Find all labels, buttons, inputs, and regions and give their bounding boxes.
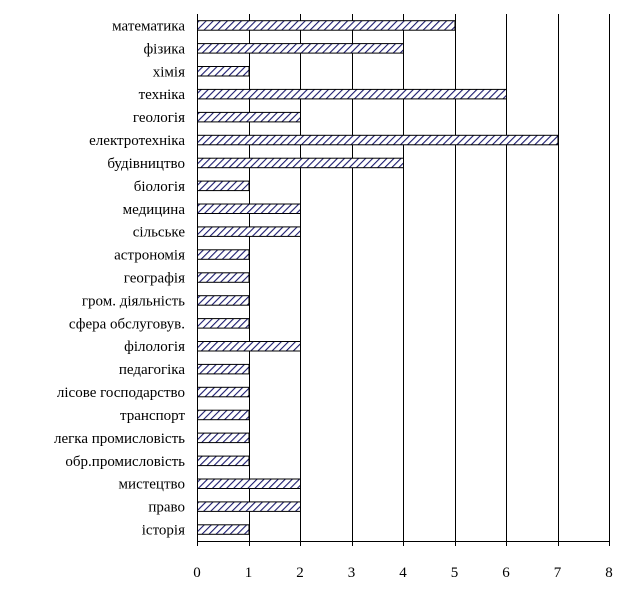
bars (197, 20, 559, 535)
bar-4 (197, 88, 507, 100)
category-label-1: математика (112, 19, 185, 35)
x-tick-label-6: 6 (502, 565, 510, 581)
bar-19 (197, 432, 250, 444)
bar-15 (197, 341, 301, 352)
bar-13 (197, 295, 250, 306)
bar-14 (197, 318, 250, 329)
category-label-18: транспорт (120, 408, 185, 424)
bar-20 (197, 455, 250, 467)
bar-2 (197, 43, 404, 54)
category-label-2: фізика (143, 41, 185, 57)
category-label-19: легка промисловість (54, 431, 185, 447)
category-label-13: гром. діяльність (82, 293, 185, 309)
category-label-15: філологія (124, 339, 185, 355)
bar-5 (197, 111, 301, 123)
category-label-23: історія (142, 523, 185, 539)
bar-1 (197, 20, 456, 31)
bar-10 (197, 226, 301, 237)
x-tick-label-1: 1 (245, 565, 253, 581)
x-tick-label-4: 4 (399, 565, 407, 581)
bar-23 (197, 524, 250, 535)
category-label-14: сфера обслуговув. (69, 316, 185, 332)
x-tick-label-5: 5 (451, 565, 459, 581)
x-tick-labels: 0 1 2 3 4 5 6 7 8 (193, 565, 613, 581)
category-label-16: педагогіка (119, 362, 185, 378)
category-labels: математика фізика хімія техніка геологія елек… (54, 19, 185, 539)
bar-11 (197, 249, 250, 260)
category-label-4: техніка (139, 87, 186, 103)
bar-3 (197, 66, 250, 77)
x-tick-label-2: 2 (296, 565, 304, 581)
category-label-5: геологія (133, 110, 185, 126)
category-label-8: біологія (134, 179, 185, 195)
category-label-22: право (148, 500, 185, 516)
x-tick-label-8: 8 (605, 565, 613, 581)
category-label-12: географія (124, 271, 185, 287)
category-label-6: електротехніка (89, 133, 185, 149)
gridlines (249, 14, 610, 541)
bar-16 (197, 363, 250, 375)
category-label-17: лісове господарство (57, 385, 185, 401)
category-label-7: будівництво (107, 156, 185, 172)
category-label-3: хімія (153, 64, 185, 80)
bar-9 (197, 203, 301, 214)
bar-8 (197, 180, 250, 192)
x-tick-label-7: 7 (554, 565, 562, 581)
category-label-21: мистецтво (119, 477, 185, 493)
category-label-20: обр.промисловість (65, 454, 185, 470)
axes (197, 14, 610, 546)
bar-17 (197, 386, 250, 398)
bar-7 (197, 157, 404, 169)
category-label-9: медицина (123, 202, 186, 218)
bar-22 (197, 501, 301, 512)
x-tick-label-3: 3 (348, 565, 356, 581)
category-label-10: сільське (133, 225, 186, 241)
bar-18 (197, 409, 250, 421)
category-label-11: астрономія (114, 248, 185, 264)
bar-21 (197, 478, 301, 489)
bar-6 (197, 134, 559, 146)
x-tick-label-0: 0 (193, 565, 201, 581)
bar-12 (197, 272, 250, 283)
